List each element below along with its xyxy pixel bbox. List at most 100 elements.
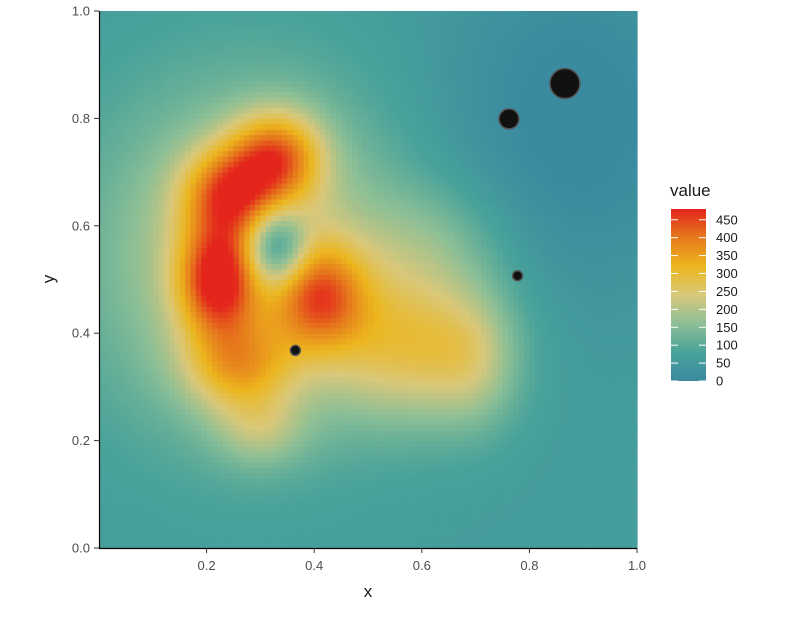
heatmap-cell [324, 472, 331, 479]
heatmap-cell [577, 456, 584, 463]
heatmap-cell [125, 392, 132, 399]
heatmap-cell [330, 370, 337, 377]
heatmap-cell [604, 521, 611, 528]
heatmap-cell [303, 343, 310, 350]
heatmap-cell [255, 360, 261, 367]
heatmap-cell [464, 343, 471, 350]
heatmap-cell [497, 456, 504, 463]
heatmap-cell [357, 483, 364, 490]
heatmap-cell [109, 327, 116, 334]
heatmap-cell [497, 370, 504, 377]
heatmap-cell [190, 365, 197, 372]
heatmap-cell [211, 505, 218, 512]
heatmap-cell [486, 531, 493, 538]
heatmap-cell [378, 317, 385, 324]
heatmap-cell [480, 386, 487, 393]
heatmap-cell [195, 327, 202, 334]
heatmap-cell [147, 376, 154, 383]
heatmap-cell [448, 462, 455, 469]
heatmap-cell [464, 381, 471, 388]
heatmap-cell [346, 451, 353, 458]
heatmap-cell [454, 370, 461, 377]
heatmap-cell [362, 526, 369, 533]
heatmap-cell [384, 494, 391, 501]
heatmap-cell [405, 279, 412, 286]
heatmap-cell [373, 521, 380, 528]
heatmap-cell [491, 445, 498, 452]
heatmap-cell [335, 505, 342, 512]
heatmap-cell [185, 526, 192, 533]
heatmap-cell [233, 483, 240, 490]
heatmap-cell [518, 397, 525, 404]
heatmap-cell [136, 349, 143, 356]
heatmap-cell [384, 343, 391, 350]
heatmap-cell [567, 440, 574, 447]
heatmap-cell [502, 531, 509, 538]
heatmap-cell [351, 322, 358, 329]
heatmap-cell [577, 338, 584, 345]
heatmap-cell [255, 327, 261, 334]
heatmap-cell [524, 343, 530, 350]
heatmap-cell [534, 445, 541, 452]
heatmap-cell [529, 472, 536, 479]
heatmap-cell [577, 360, 584, 367]
heatmap-cell [631, 456, 638, 463]
heatmap-cell [308, 467, 315, 474]
heatmap-cell [265, 537, 272, 544]
heatmap-cell [104, 381, 111, 388]
heatmap-cell [298, 435, 305, 442]
heatmap-cell [185, 521, 192, 528]
heatmap-cell [109, 440, 116, 447]
heatmap-cell [572, 488, 579, 495]
heatmap-cell [620, 284, 627, 291]
heatmap-cell [599, 317, 606, 324]
heatmap-cell [147, 311, 154, 318]
heatmap-cell [400, 365, 407, 372]
heatmap-cell [152, 386, 159, 393]
heatmap-cell [593, 515, 600, 522]
heatmap-cell [497, 515, 504, 522]
heatmap-cell [507, 403, 514, 409]
heatmap-cell [260, 386, 267, 393]
heatmap-cell [432, 333, 439, 340]
heatmap-cell [577, 483, 584, 490]
heatmap-cell [244, 306, 251, 313]
heatmap-cell [217, 505, 224, 512]
heatmap-cell [314, 419, 321, 426]
heatmap-cell [448, 279, 455, 286]
heatmap-cell [271, 317, 278, 324]
heatmap-cell [567, 279, 574, 286]
heatmap-cell [459, 445, 466, 452]
heatmap-cell [459, 494, 466, 501]
heatmap-cell [588, 338, 595, 345]
heatmap-cell [109, 408, 116, 415]
heatmap-cell [190, 392, 197, 399]
heatmap-cell [217, 462, 224, 469]
heatmap-cell [163, 467, 170, 474]
heatmap-cell [593, 311, 600, 318]
heatmap-cell [303, 279, 310, 286]
heatmap-cell [464, 494, 471, 501]
heatmap-cell [556, 311, 563, 318]
heatmap-cell [115, 349, 122, 356]
heatmap-cell [163, 505, 170, 512]
heatmap-cell [491, 510, 498, 517]
heatmap-cell [287, 343, 294, 350]
heatmap-cell [211, 317, 218, 324]
heatmap-cell [190, 290, 197, 297]
heatmap-cell [287, 499, 294, 506]
heatmap-cell [567, 360, 574, 367]
heatmap-cell [524, 515, 530, 522]
heatmap-cell [265, 386, 272, 393]
heatmap-cell [255, 349, 261, 356]
heatmap-cell [583, 381, 590, 388]
heatmap-cell [163, 494, 170, 501]
heatmap-cell [308, 515, 315, 522]
heatmap-cell [556, 515, 563, 522]
heatmap-cell [421, 338, 428, 345]
heatmap-cell [507, 381, 514, 388]
heatmap-cell [626, 451, 633, 458]
heatmap-cell [588, 472, 595, 479]
heatmap-cell [298, 343, 305, 350]
heatmap-cell [599, 429, 606, 436]
